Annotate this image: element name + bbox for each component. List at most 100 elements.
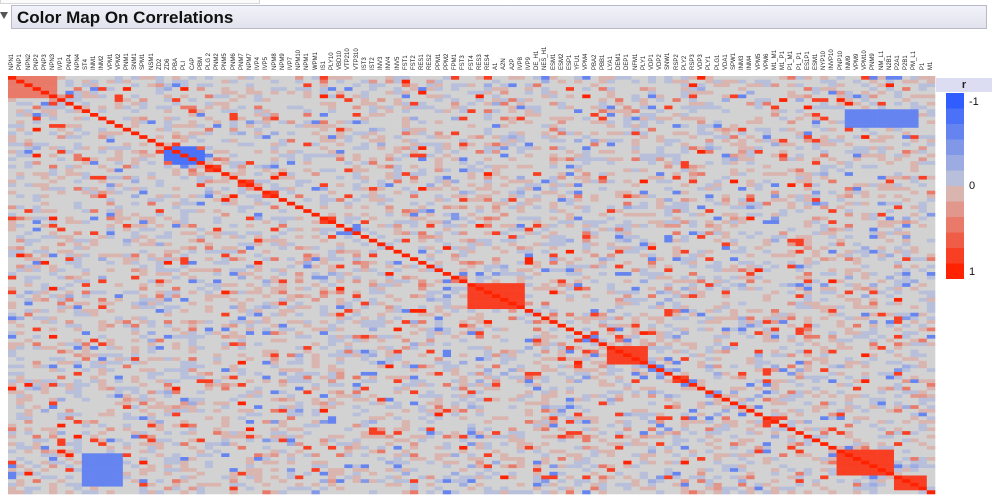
heatmap-cell[interactable] xyxy=(254,227,263,232)
heatmap-cell[interactable] xyxy=(24,227,33,232)
heatmap-cell[interactable] xyxy=(877,164,887,169)
heatmap-cell[interactable] xyxy=(237,127,247,132)
heatmap-cell[interactable] xyxy=(574,76,583,80)
heatmap-cell[interactable] xyxy=(820,227,829,232)
heatmap-cell[interactable] xyxy=(574,98,583,103)
heatmap-cell[interactable] xyxy=(606,79,616,84)
heatmap-cell[interactable] xyxy=(820,135,829,140)
heatmap-cell[interactable] xyxy=(565,83,575,88)
heatmap-cell[interactable] xyxy=(541,127,550,132)
heatmap-cell[interactable] xyxy=(90,172,99,177)
heatmap-cell[interactable] xyxy=(664,138,673,143)
heatmap-cell[interactable] xyxy=(475,127,485,132)
heatmap-cell[interactable] xyxy=(524,135,534,140)
heatmap-cell[interactable] xyxy=(721,90,731,95)
heatmap-cell[interactable] xyxy=(196,216,206,221)
heatmap-cell[interactable] xyxy=(196,227,206,232)
heatmap-cell[interactable] xyxy=(615,186,624,191)
heatmap-cell[interactable] xyxy=(516,157,526,162)
heatmap-cell[interactable] xyxy=(172,179,181,184)
heatmap-cell[interactable] xyxy=(861,223,870,228)
heatmap-cell[interactable] xyxy=(475,223,485,228)
heatmap-cell[interactable] xyxy=(483,116,493,121)
heatmap-cell[interactable] xyxy=(852,161,862,166)
heatmap-cell[interactable] xyxy=(557,220,567,225)
heatmap-cell[interactable] xyxy=(565,101,575,106)
heatmap-cell[interactable] xyxy=(467,157,476,162)
heatmap-cell[interactable] xyxy=(278,87,288,92)
heatmap-cell[interactable] xyxy=(680,212,690,217)
heatmap-cell[interactable] xyxy=(270,194,280,199)
heatmap-cell[interactable] xyxy=(885,161,895,166)
heatmap-cell[interactable] xyxy=(779,153,788,158)
heatmap-cell[interactable] xyxy=(557,227,567,232)
heatmap-cell[interactable] xyxy=(631,168,640,173)
heatmap-cell[interactable] xyxy=(295,127,304,132)
heatmap-cell[interactable] xyxy=(254,231,263,236)
heatmap-cell[interactable] xyxy=(221,116,230,121)
heatmap-cell[interactable] xyxy=(401,112,411,117)
heatmap-cell[interactable] xyxy=(32,124,42,129)
heatmap-cell[interactable] xyxy=(155,109,165,114)
heatmap-cell[interactable] xyxy=(820,164,829,169)
heatmap-cell[interactable] xyxy=(672,175,681,180)
heatmap-cell[interactable] xyxy=(762,109,772,114)
heatmap-cell[interactable] xyxy=(721,220,731,225)
heatmap-cell[interactable] xyxy=(254,116,263,121)
heatmap-cell[interactable] xyxy=(418,168,427,173)
heatmap-cell[interactable] xyxy=(664,201,673,206)
heatmap-cell[interactable] xyxy=(549,105,558,110)
heatmap-cell[interactable] xyxy=(106,209,115,214)
heatmap-cell[interactable] xyxy=(360,90,370,95)
heatmap-cell[interactable] xyxy=(574,87,583,92)
heatmap-cell[interactable] xyxy=(32,109,42,114)
heatmap-cell[interactable] xyxy=(869,105,878,110)
heatmap-cell[interactable] xyxy=(697,161,706,166)
heatmap-cell[interactable] xyxy=(647,120,657,125)
heatmap-cell[interactable] xyxy=(557,157,567,162)
heatmap-cell[interactable] xyxy=(779,161,788,166)
heatmap-cell[interactable] xyxy=(49,116,58,121)
heatmap-cell[interactable] xyxy=(582,135,591,140)
heatmap-cell[interactable] xyxy=(557,142,567,147)
heatmap-cell[interactable] xyxy=(73,183,83,188)
heatmap-cell[interactable] xyxy=(795,146,805,151)
heatmap-cell[interactable] xyxy=(656,209,665,214)
heatmap-cell[interactable] xyxy=(16,201,25,206)
heatmap-cell[interactable] xyxy=(459,149,468,154)
heatmap-cell[interactable] xyxy=(286,153,296,158)
heatmap-cell[interactable] xyxy=(738,157,747,162)
heatmap-cell[interactable] xyxy=(721,198,731,203)
heatmap-cell[interactable] xyxy=(106,116,115,121)
heatmap-cell[interactable] xyxy=(680,94,690,99)
heatmap-cell[interactable] xyxy=(656,164,665,169)
heatmap-cell[interactable] xyxy=(565,116,575,121)
heatmap-cell[interactable] xyxy=(319,209,329,214)
heatmap-cell[interactable] xyxy=(779,149,788,154)
heatmap-cell[interactable] xyxy=(779,157,788,162)
heatmap-cell[interactable] xyxy=(656,153,665,158)
heatmap-cell[interactable] xyxy=(844,223,854,228)
heatmap-cell[interactable] xyxy=(746,142,755,147)
heatmap-cell[interactable] xyxy=(885,201,895,206)
heatmap-cell[interactable] xyxy=(910,76,919,80)
heatmap-cell[interactable] xyxy=(598,168,608,173)
heatmap-cell[interactable] xyxy=(65,227,74,232)
heatmap-cell[interactable] xyxy=(139,116,148,121)
heatmap-cell[interactable] xyxy=(483,227,493,232)
heatmap-cell[interactable] xyxy=(73,161,83,166)
heatmap-cell[interactable] xyxy=(295,183,304,188)
heatmap-cell[interactable] xyxy=(16,172,25,177)
heatmap-cell[interactable] xyxy=(631,101,640,106)
heatmap-cell[interactable] xyxy=(352,124,362,129)
heatmap-cell[interactable] xyxy=(196,83,206,88)
heatmap-cell[interactable] xyxy=(647,112,657,117)
heatmap-cell[interactable] xyxy=(861,109,870,114)
heatmap-cell[interactable] xyxy=(262,135,271,140)
heatmap-cell[interactable] xyxy=(311,190,321,195)
heatmap-cell[interactable] xyxy=(516,90,526,95)
heatmap-cell[interactable] xyxy=(852,227,862,232)
heatmap-cell[interactable] xyxy=(721,109,731,114)
heatmap-cell[interactable] xyxy=(32,205,42,210)
heatmap-cell[interactable] xyxy=(377,149,386,154)
